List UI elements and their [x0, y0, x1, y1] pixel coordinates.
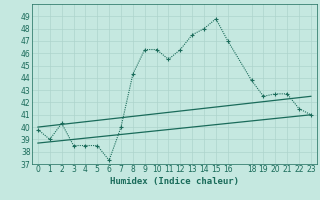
- X-axis label: Humidex (Indice chaleur): Humidex (Indice chaleur): [110, 177, 239, 186]
